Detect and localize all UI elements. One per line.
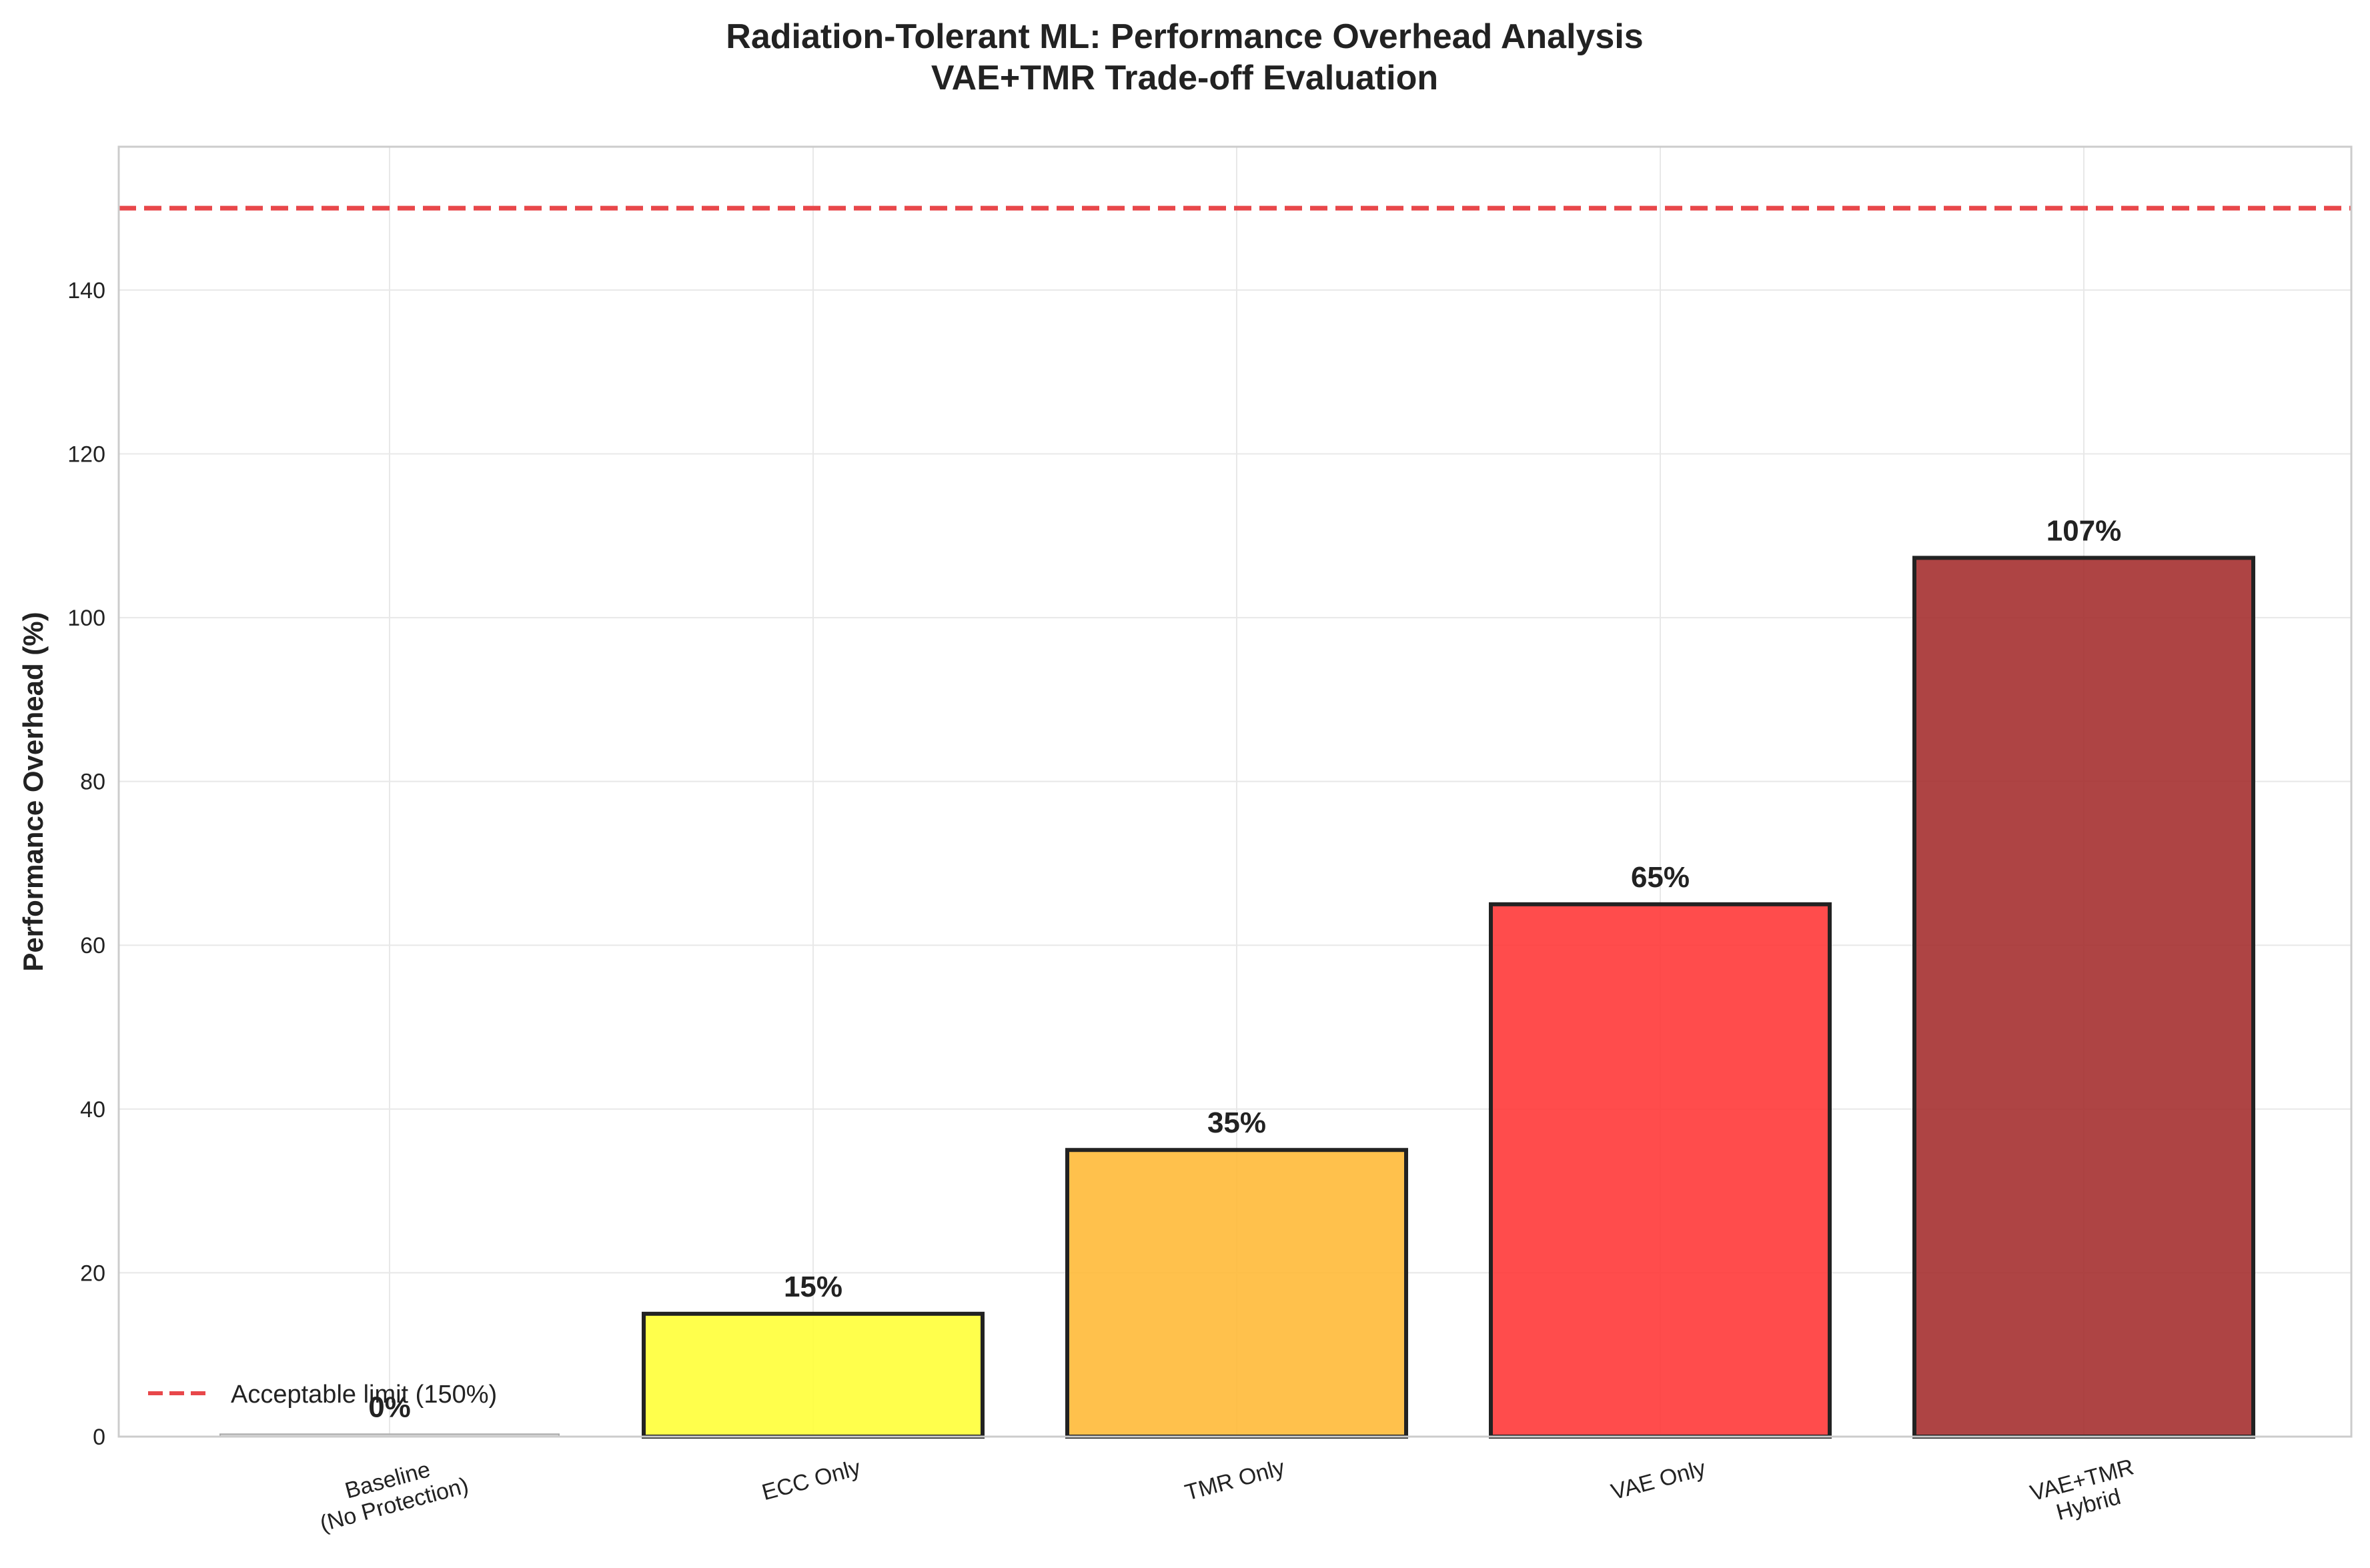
bar [642,1311,985,1439]
plot-area-frame [117,145,2353,1438]
y-axis-ticks: 0 20 40 60 80 100 120 140 [67,278,105,1450]
legend-entry-label: Acceptable limit (150%) [231,1381,497,1409]
bar [1912,556,2255,1439]
bar-value-label: 107% [2046,514,2122,547]
chart-title-line-2: VAE+TMR Trade-off Evaluation [931,59,1438,97]
bar-value-label: 65% [1631,861,1690,894]
legend: Acceptable limit (150%) [148,1381,497,1409]
bar-value-label: 0% [368,1391,411,1423]
value-labels: 0% 15% 35% 65% 107% [368,514,2121,1423]
y-tick-label: 60 [80,933,105,958]
y-axis-label: Performance Overhead (%) [17,612,49,971]
y-tick-label: 20 [80,1261,105,1286]
bars [219,556,2255,1439]
bar [1065,1148,1408,1439]
bar-value-label: 15% [784,1271,842,1303]
y-tick-label: 40 [80,1097,105,1122]
y-tick-label: 0 [93,1425,105,1450]
y-tick-label: 140 [67,278,105,303]
bar [1489,902,1832,1439]
y-tick-label: 100 [67,606,105,631]
bar-value-label: 35% [1207,1106,1266,1139]
chart-title-line-1: Radiation-Tolerant ML: Performance Overh… [726,17,1643,56]
y-tick-label: 80 [80,770,105,795]
y-tick-label: 120 [67,442,105,467]
